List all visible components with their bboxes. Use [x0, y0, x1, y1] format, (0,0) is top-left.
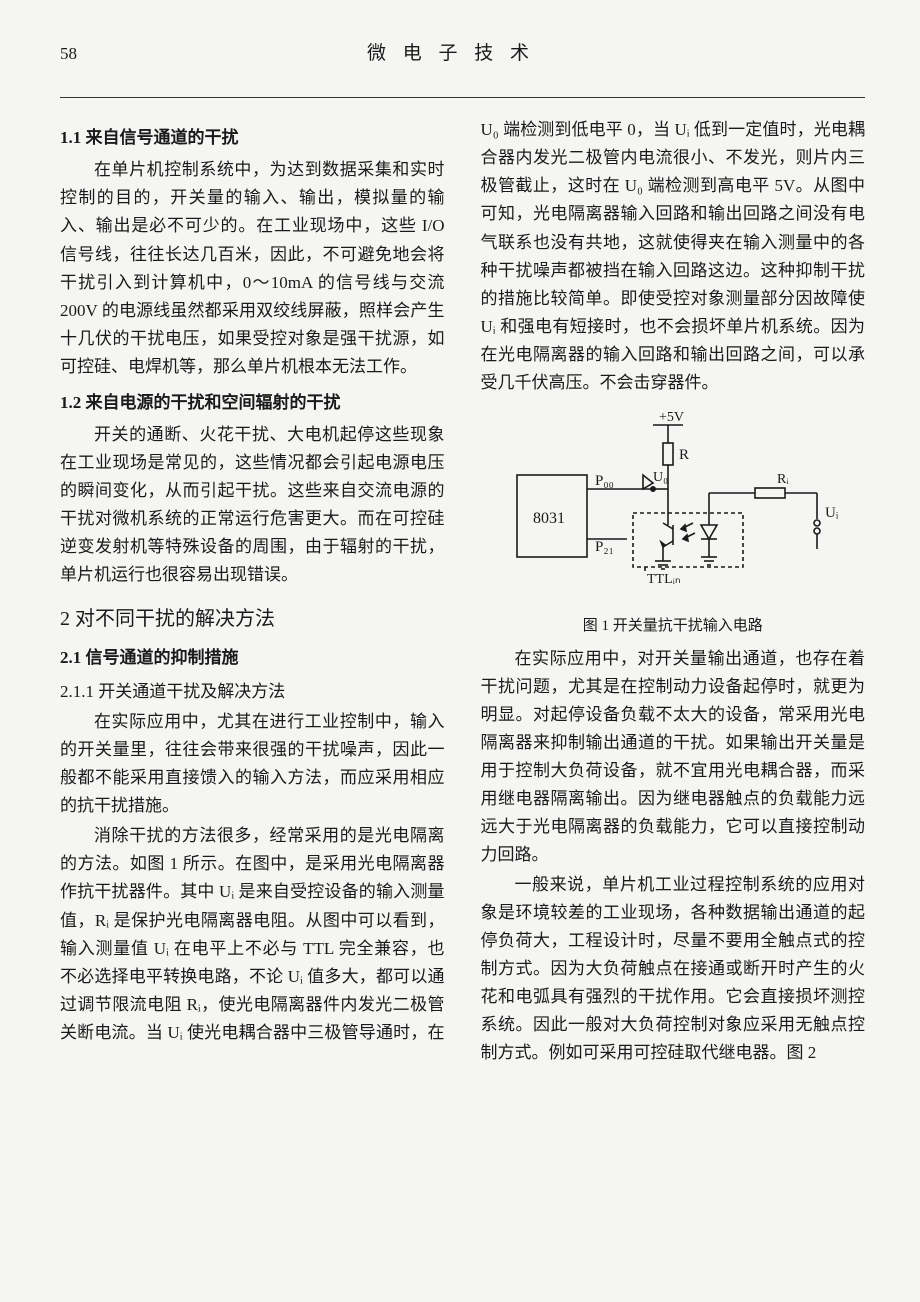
figure-1-caption: 图 1 开关量抗干扰输入电路 — [481, 614, 866, 639]
heading-2-1: 2.1 信号通道的抑制措施 — [60, 644, 445, 672]
svg-text:TTLᵢₙ: TTLᵢₙ — [647, 572, 681, 587]
paragraph: 在单片机控制系统中，为达到数据采集和实时控制的目的，开关量的输入、输出，模拟量的… — [60, 156, 445, 380]
figure-1: 8031 P₀₀ P₂₁ +5V R — [481, 411, 866, 639]
svg-text:Uᵢ: Uᵢ — [825, 505, 839, 521]
svg-text:R: R — [679, 447, 689, 463]
svg-text:+5V: +5V — [659, 411, 684, 425]
circuit-diagram-icon: 8031 P₀₀ P₂₁ +5V R — [503, 411, 843, 601]
svg-text:Rᵢ: Rᵢ — [777, 472, 789, 487]
paragraph: 在实际应用中，对开关量输出通道，也存在着干扰问题，尤其是在控制动力设备起停时，就… — [481, 645, 866, 869]
article-body: 1.1 来自信号通道的干扰 在单片机控制系统中，为达到数据采集和实时控制的目的，… — [60, 116, 865, 1067]
svg-text:P₂₁: P₂₁ — [595, 539, 614, 555]
page-number: 58 — [60, 40, 77, 68]
svg-text:U₀: U₀ — [653, 470, 668, 485]
paragraph: 在实际应用中，尤其在进行工业控制中，输入的开关量里，往往会带来很强的干扰噪声，因… — [60, 708, 445, 820]
paragraph: 开关的通断、火花干扰、大电机起停这些现象在工业现场是常见的，这些情况都会引起电源… — [60, 421, 445, 589]
svg-text:8031: 8031 — [533, 510, 565, 527]
heading-1-1: 1.1 来自信号通道的干扰 — [60, 124, 445, 152]
heading-2-1-1: 2.1.1 开关通道干扰及解决方法 — [60, 678, 445, 706]
journal-title: 微 电 子 技 术 — [77, 38, 865, 69]
heading-1-2: 1.2 来自电源的干扰和空间辐射的干扰 — [60, 389, 445, 417]
page-header: 58 微 电 子 技 术 — [60, 38, 865, 69]
header-divider — [60, 97, 865, 98]
heading-2: 2 对不同干扰的解决方法 — [60, 603, 445, 636]
svg-text:P₀₀: P₀₀ — [595, 473, 614, 489]
paragraph: 一般来说，单片机工业过程控制系统的应用对象是环境较差的工业现场，各种数据输出通道… — [481, 871, 866, 1067]
